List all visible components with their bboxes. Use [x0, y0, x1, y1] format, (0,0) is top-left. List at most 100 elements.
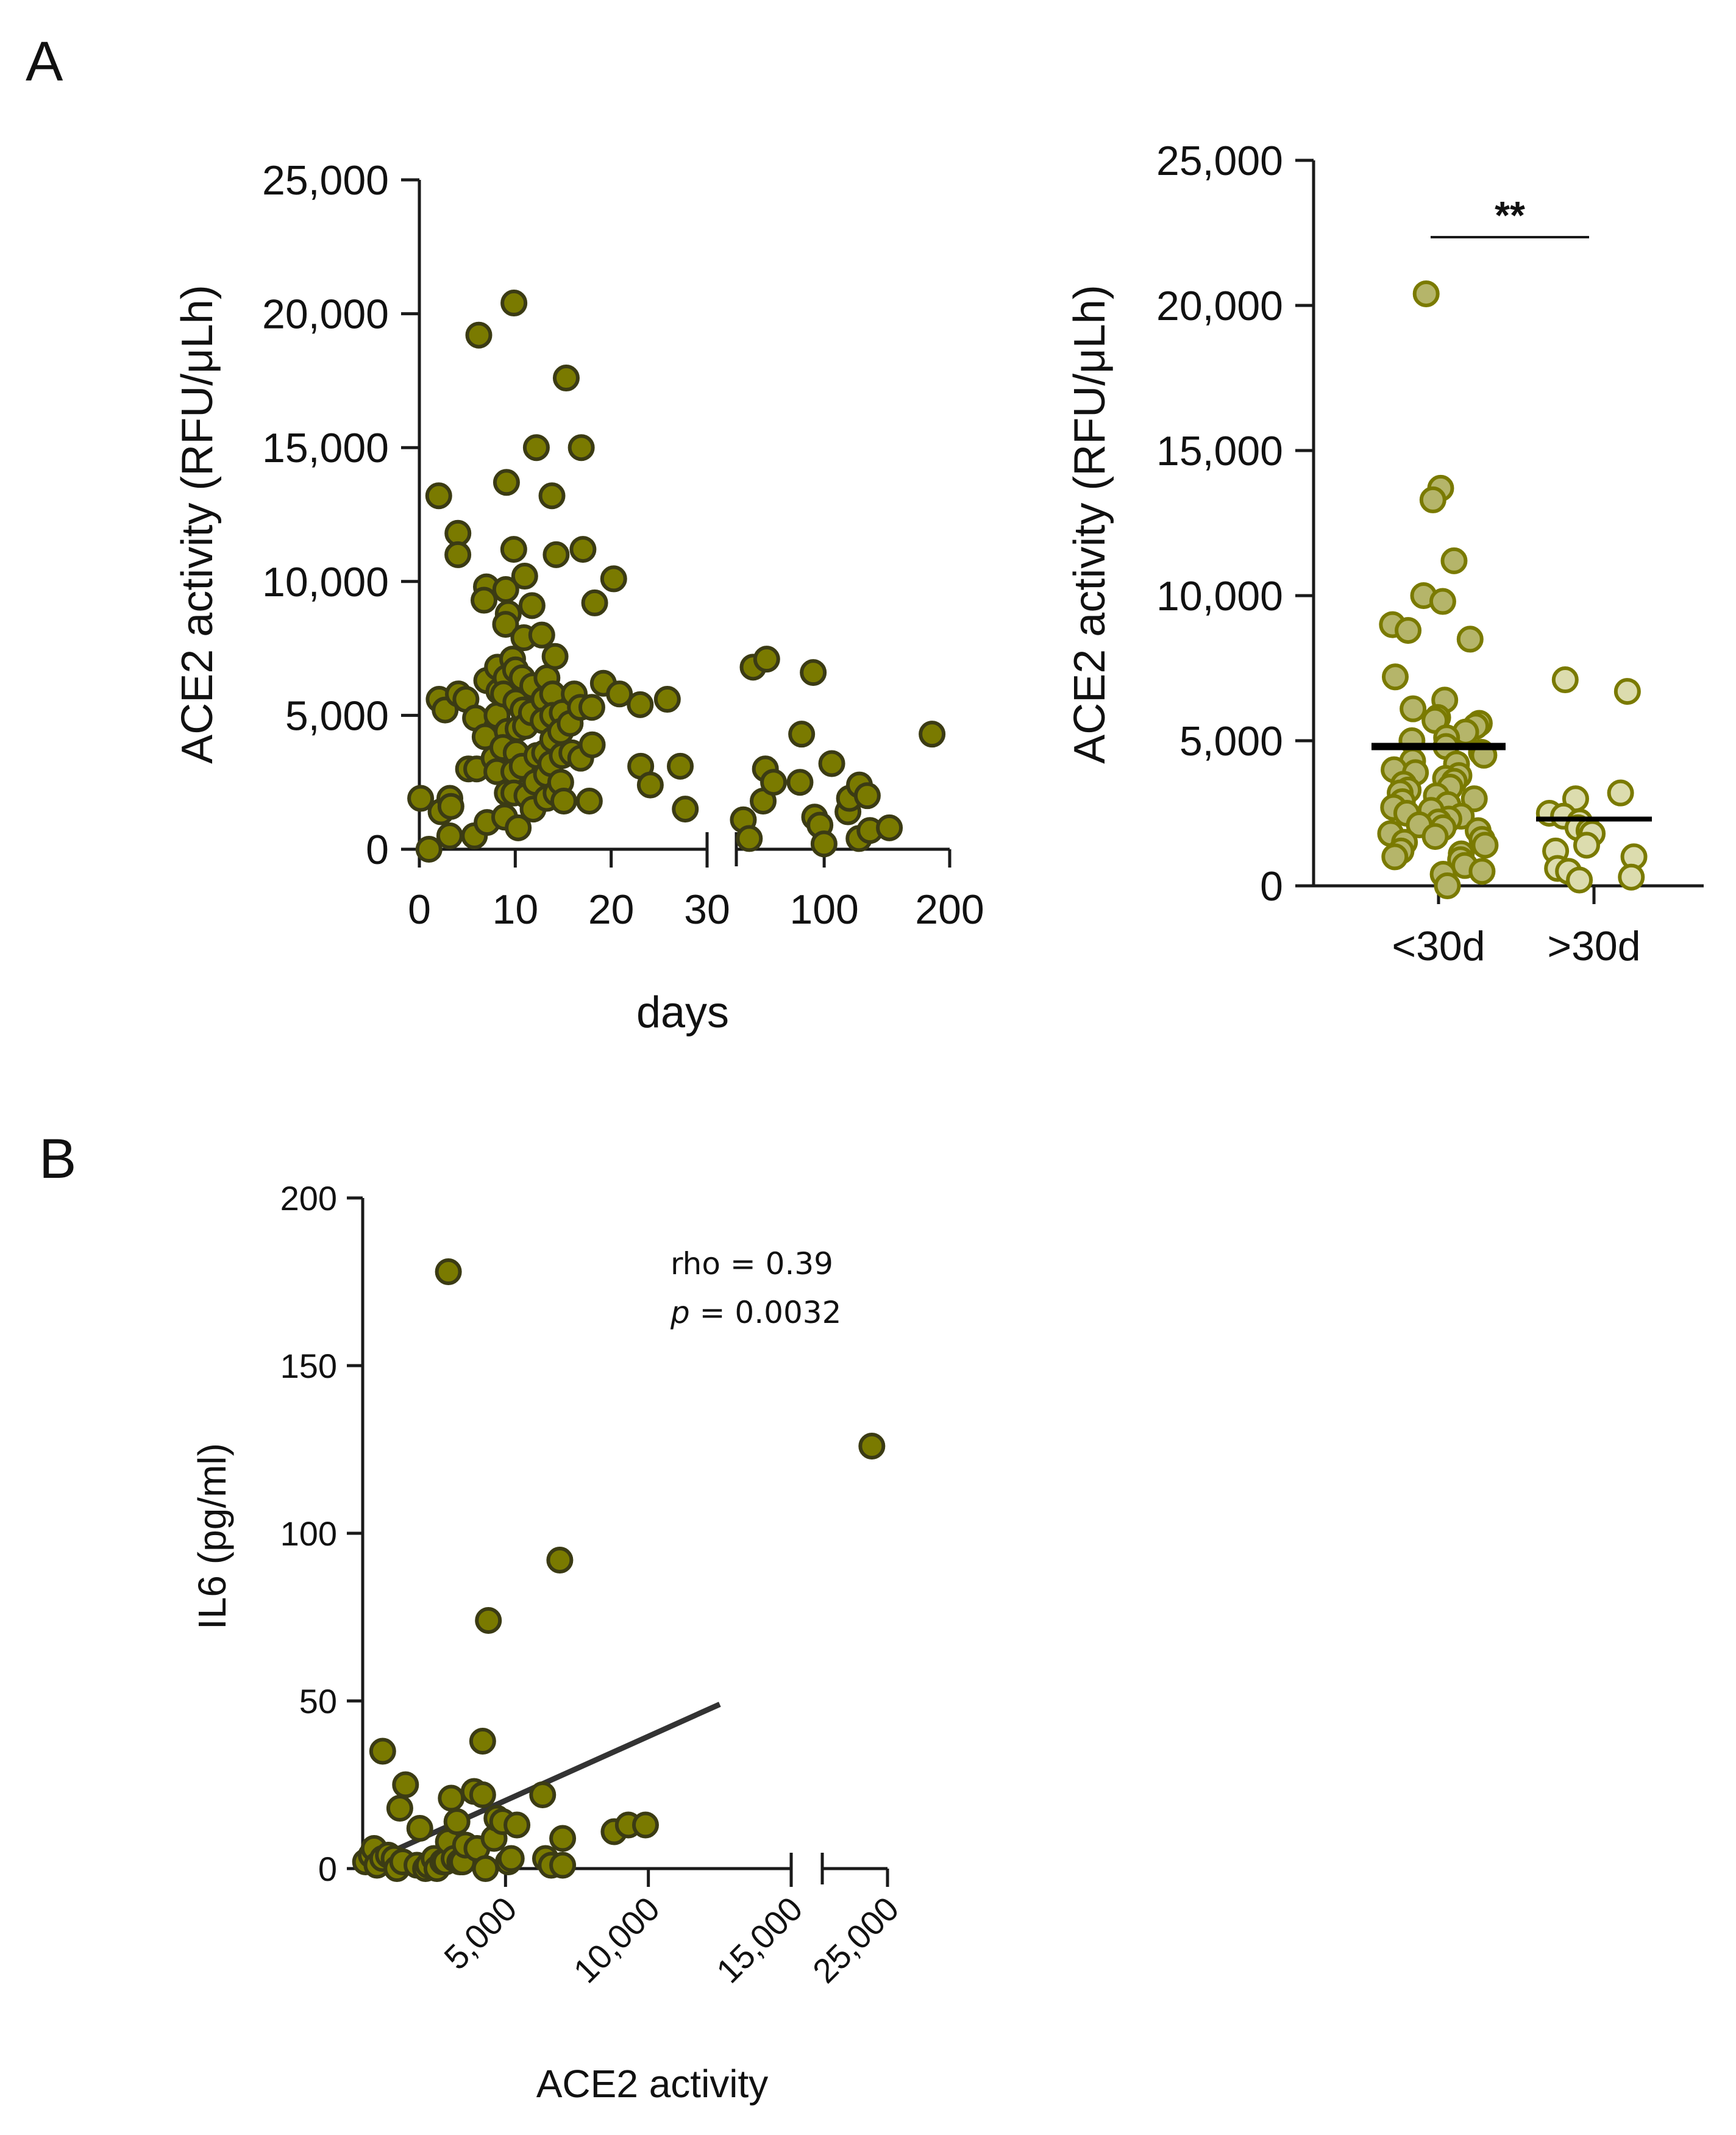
y-tick-label: 25,000 [262, 157, 389, 204]
data-point-under-30d [1395, 617, 1422, 644]
data-point [406, 1815, 433, 1842]
data-point [475, 1607, 502, 1634]
data-point [546, 1547, 574, 1574]
data-point-over-30d [1551, 666, 1579, 694]
data-point-over-30d [1613, 678, 1641, 705]
data-point [541, 643, 569, 670]
data-point [760, 769, 788, 796]
chart-a1-days-scatter: 0 5,000 10,000 15,000 20,000 25,000 0 10 20 30 100… [173, 157, 984, 1037]
data-point-under-30d [1460, 785, 1488, 813]
x-category-label: >30d [1547, 923, 1640, 969]
data-point [443, 1808, 471, 1835]
y-tick-label: 10,000 [1156, 573, 1283, 619]
data-point [672, 796, 699, 823]
data-point [497, 1845, 525, 1872]
chart-a2-group-scatter: 0 5,000 10,000 15,000 20,000 25,000 ACE2 activ… [1065, 138, 1704, 969]
data-point [653, 686, 681, 713]
x-tick-label: 10,000 [566, 1889, 667, 1991]
x-axis-title: ACE2 activity [536, 2062, 769, 2106]
rho-annotation: rho = 0.39 [671, 1246, 833, 1281]
data-point [529, 1781, 557, 1808]
p-value-annotation: p = 0.0032 [670, 1295, 841, 1330]
data-point [469, 1781, 496, 1808]
data-point-under-30d [1381, 843, 1409, 871]
y-tick-label: 25,000 [1156, 138, 1283, 184]
data-point [788, 721, 816, 748]
data-point [575, 787, 603, 814]
data-point [578, 694, 605, 721]
data-point [435, 1258, 462, 1285]
data-point [581, 589, 608, 616]
data-point-under-30d [1419, 486, 1446, 513]
data-point [425, 482, 452, 510]
data-point [736, 825, 763, 852]
data-point [667, 752, 694, 780]
data-point [437, 793, 464, 820]
data-point-under-30d [1434, 872, 1461, 899]
y-tick-label: 0 [318, 1850, 337, 1888]
panel-a-letter: A [26, 30, 63, 93]
x-tick-label: 200 [915, 886, 984, 933]
y-tick-label: 0 [1260, 863, 1283, 910]
y-tick-label: 5,000 [1179, 718, 1283, 765]
y-tick-label: 200 [280, 1179, 337, 1217]
data-point [415, 836, 443, 863]
x-tick-label: 25,000 [805, 1889, 906, 1991]
data-point [469, 1728, 496, 1755]
data-point [600, 565, 627, 593]
data-point [636, 771, 664, 799]
data-point [407, 785, 435, 812]
data-point [627, 691, 654, 718]
x-tick-label: 100 [789, 886, 858, 933]
data-point [578, 731, 606, 758]
data-point-over-30d [1618, 863, 1645, 891]
data-point [472, 1855, 499, 1882]
data-point-over-30d [1607, 779, 1634, 807]
data-point [392, 1771, 419, 1798]
data-point [919, 721, 946, 748]
x-tick-label: 30 [684, 886, 730, 933]
data-point [876, 814, 903, 841]
data-point [569, 536, 597, 563]
y-tick-label: 50 [299, 1682, 337, 1720]
data-point [500, 290, 528, 317]
y-tick-label: 20,000 [262, 291, 389, 338]
data-point [606, 680, 633, 708]
data-point [438, 1784, 465, 1812]
data-point [471, 586, 498, 614]
significance-marker: ** [1495, 193, 1525, 237]
panel-b-letter: B [39, 1128, 76, 1190]
y-tick-label: 0 [366, 827, 389, 873]
chart-b-il6-correlation: rho = 0.39 p = 0.0032 0 50 100 150 200 5,000 1… [190, 1179, 906, 2106]
y-tick-label: 20,000 [1156, 283, 1283, 329]
data-point-under-30d [1400, 695, 1427, 722]
x-axis-title: days [636, 988, 729, 1037]
data-point [786, 769, 814, 796]
data-point [369, 1738, 396, 1765]
data-point-under-30d [1412, 280, 1440, 307]
data-point [444, 541, 472, 568]
data-point [818, 750, 845, 777]
data-point [550, 787, 577, 814]
y-axis-title: ACE2 activity (RFU/μLh) [1065, 285, 1114, 764]
x-tick-label: 10 [493, 886, 539, 933]
data-point [386, 1795, 413, 1822]
data-point [810, 830, 838, 858]
data-point [549, 1852, 577, 1879]
data-point [500, 536, 527, 563]
data-point-under-30d [1471, 832, 1499, 859]
y-axis-title: IL6 (pg/ml) [190, 1443, 234, 1630]
data-point [631, 1811, 659, 1839]
data-point [567, 434, 595, 462]
data-point [549, 1825, 577, 1852]
x-category-label: <30d [1392, 923, 1485, 969]
data-point [853, 782, 881, 810]
y-tick-label: 150 [280, 1347, 337, 1385]
data-point [522, 434, 550, 462]
data-point [538, 482, 566, 510]
x-tick-label: 0 [408, 886, 431, 933]
y-tick-label: 15,000 [1156, 428, 1283, 474]
data-point [753, 646, 780, 673]
data-point-under-30d [1456, 626, 1484, 653]
data-point-over-30d [1573, 832, 1600, 859]
